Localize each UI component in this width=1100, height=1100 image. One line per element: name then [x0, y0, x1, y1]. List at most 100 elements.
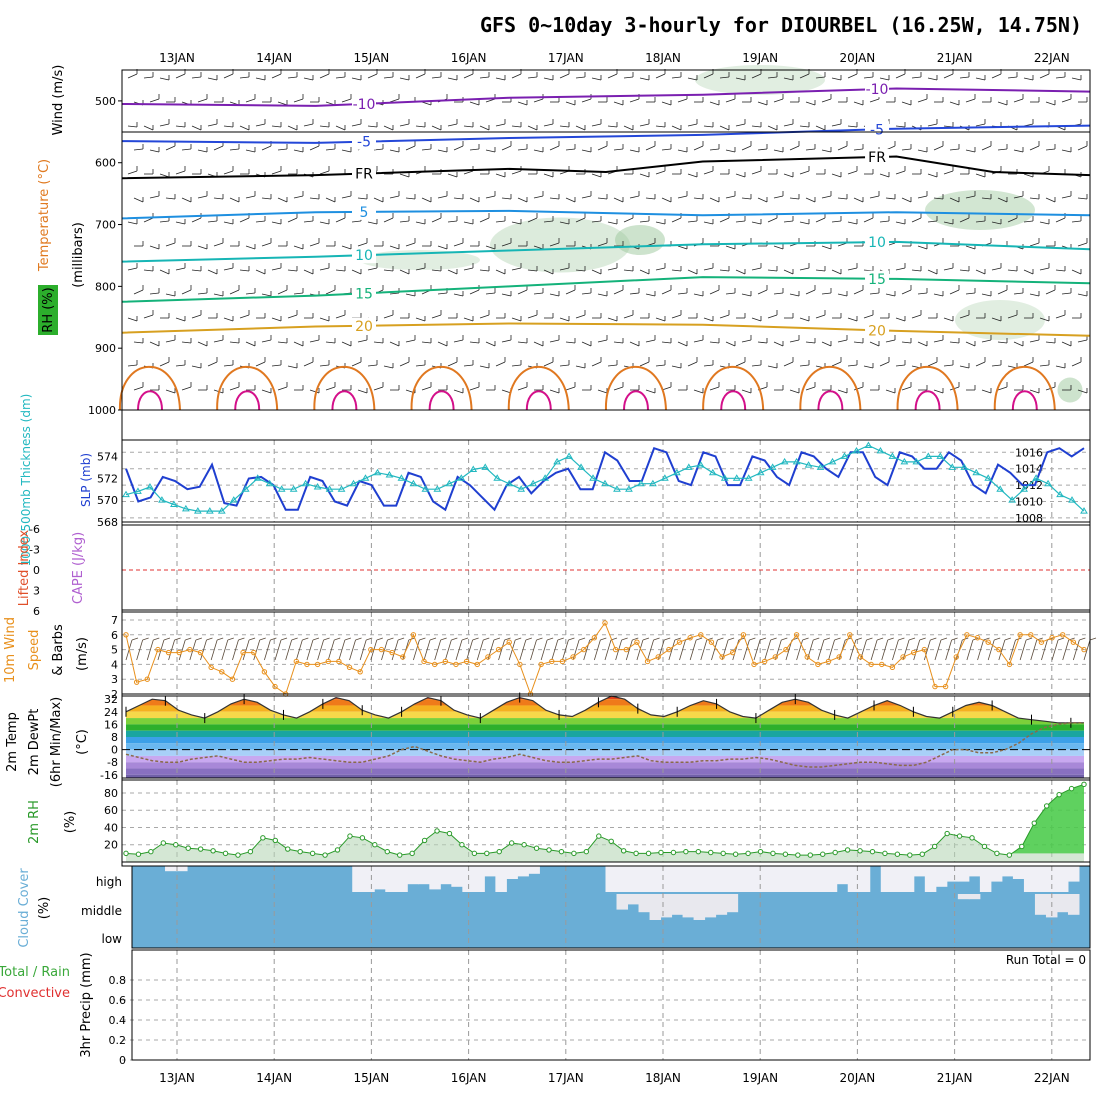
wind-barb	[677, 245, 688, 250]
upper-air-panel: -10-10-5-5FRFR5-510101515202050060070080…	[37, 65, 1091, 417]
thickness-marker	[744, 474, 753, 481]
wind-barb-10m	[551, 639, 559, 661]
wind-barb	[1029, 145, 1040, 151]
wind-barb	[837, 389, 848, 394]
wind-barb	[127, 267, 138, 271]
wind-barb	[191, 125, 202, 131]
wind-speed-marker	[219, 669, 225, 675]
wind-barb	[613, 386, 624, 391]
wind-speed-marker	[1070, 639, 1077, 645]
wind-barb	[197, 341, 208, 347]
wind-barb	[565, 289, 576, 295]
wind-speed-marker	[857, 654, 864, 660]
wind-barb	[613, 101, 624, 106]
ylabel-temperature: Temperature (°C)	[37, 159, 52, 272]
ylabel-wind: Wind (m/s)	[51, 65, 66, 136]
wind-barb-10m	[987, 639, 995, 661]
wind-barb	[319, 221, 330, 225]
wind-barb	[783, 269, 794, 275]
thickness-marker	[816, 463, 825, 470]
wind-barb	[1039, 267, 1050, 271]
wind-barb	[981, 197, 992, 200]
wind-barb	[261, 389, 272, 394]
wind-barb	[965, 245, 976, 250]
wind-speed-marker	[1028, 632, 1034, 638]
wind-speed-marker	[176, 649, 182, 656]
precip-tick-label: 0.2	[109, 1034, 127, 1047]
chart-title: GFS 0~10day 3-hourly for DIOURBEL (16.25…	[480, 13, 1082, 37]
wind-barb	[245, 245, 256, 250]
wind-barb	[661, 289, 672, 295]
thickness-marker	[828, 457, 837, 465]
wind-barb	[325, 386, 336, 391]
wind-barb	[655, 267, 666, 271]
wind-barb	[645, 197, 656, 200]
ylabel-millibars: (millibars)	[71, 222, 86, 288]
cloud-high-gap	[671, 866, 684, 892]
thickness-marker	[637, 479, 645, 487]
wind-barb	[799, 364, 810, 367]
cloud-level-low: low	[102, 932, 123, 946]
wind-speed-marker	[910, 649, 917, 656]
wind-speed-marker	[304, 661, 310, 668]
wind-barb	[927, 173, 938, 178]
wind-barb-10m-feather	[664, 637, 671, 641]
wind-barb	[223, 170, 234, 175]
rh-marker	[857, 848, 863, 854]
wind-barb	[991, 364, 1002, 367]
thickness-marker	[672, 468, 681, 476]
temp-band	[126, 762, 1084, 769]
wind-barb	[293, 341, 304, 347]
wind-barb	[895, 73, 906, 79]
rh-marker	[720, 850, 726, 857]
wind-barb	[197, 292, 208, 295]
thickness-marker	[1068, 496, 1076, 503]
wind-barb	[127, 364, 138, 367]
wind-barb	[821, 341, 832, 347]
isotherm-25	[118, 365, 181, 411]
wind-barb-10m-feather	[270, 637, 277, 641]
wind-barb	[831, 123, 842, 127]
wind-barb	[591, 173, 602, 178]
wind-barb	[917, 195, 928, 199]
temp-band	[126, 743, 1084, 750]
wind-barb	[853, 386, 864, 391]
wind-barb	[277, 341, 288, 344]
thickness-marker	[517, 485, 526, 492]
rh-shading	[490, 217, 630, 273]
wind-barb	[959, 269, 970, 272]
wind-speed-marker	[815, 661, 821, 668]
wind-barb	[1045, 289, 1056, 295]
rh-marker	[508, 840, 515, 846]
wind-barb	[1029, 339, 1040, 343]
wind-barb	[565, 197, 576, 203]
wind-barb	[885, 339, 896, 343]
isotherm-30	[914, 390, 941, 411]
wind-barb	[293, 98, 304, 103]
wind-barb-10m-feather	[397, 637, 405, 641]
wind-barb	[629, 149, 640, 153]
cloud-high-gap	[759, 866, 772, 892]
cloud-high-gap	[517, 866, 529, 877]
wind-barb-10m-feather	[419, 637, 426, 641]
cloud-box	[131, 865, 1091, 949]
cloud-mid-gap	[1056, 894, 1069, 913]
wind-barb-10m	[327, 639, 335, 661]
wind-barb	[239, 314, 250, 319]
cloud-high-gap	[847, 866, 860, 892]
isotherm-30	[720, 390, 747, 411]
ylabel-thickness: 1000-500mb Thickness (dm)	[19, 394, 33, 567]
wind-barb-10m-feather	[632, 637, 639, 641]
wind-barb	[261, 145, 272, 151]
isotherm-line	[121, 322, 1091, 337]
ytick-label: 600	[95, 157, 116, 170]
wind-barb	[709, 289, 720, 295]
wind-speed-marker	[133, 679, 140, 685]
wind-speed-marker	[676, 639, 683, 645]
wind-barb	[181, 289, 192, 295]
wind-barb	[741, 293, 752, 297]
wind-barb-10m-feather	[291, 637, 298, 641]
wind-barb-10m-feather	[302, 637, 309, 641]
wind-barb	[805, 289, 816, 295]
thickness-marker	[900, 457, 909, 465]
